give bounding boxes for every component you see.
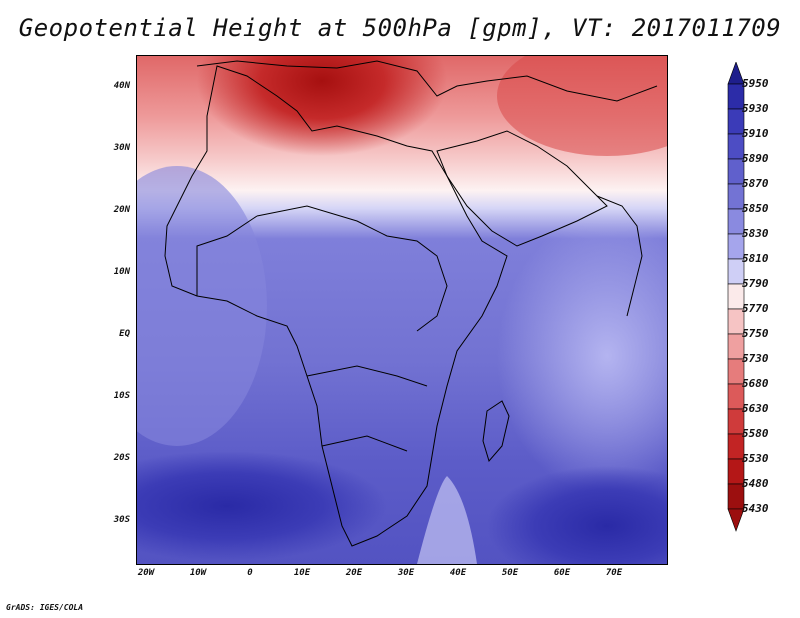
coastline-outlines [164, 60, 658, 547]
colorbar-level-label: 5830 [742, 227, 769, 240]
lon-label-30e: 30E [397, 568, 415, 578]
lat-label-20s: 20S [113, 453, 130, 463]
lat-label-30n: 30N [113, 143, 130, 153]
lon-label-40e: 40E [449, 568, 467, 578]
lon-label-20w: 20W [137, 568, 155, 578]
colorbar-level-label: 5890 [742, 152, 769, 165]
colorbar-level-label: 5730 [742, 352, 769, 365]
colorbar-level-label: 5810 [742, 252, 769, 265]
colorbar-level-label: 5630 [742, 402, 769, 415]
colorbar-level-label: 5910 [742, 127, 769, 140]
lon-label-10w: 10W [189, 568, 207, 578]
lon-label-20e: 20E [345, 568, 363, 578]
colorbar-level-label: 5580 [742, 427, 769, 440]
colorbar-level-label: 5430 [742, 502, 769, 515]
colorbar-level-label: 5750 [742, 327, 769, 340]
colorbar-level-label: 5870 [742, 177, 769, 190]
lon-label-60e: 60E [553, 568, 571, 578]
colorbar-level-label: 5950 [742, 77, 769, 90]
lat-label-eq: EQ [119, 329, 130, 339]
colorbar-level-label: 5930 [742, 102, 769, 115]
map-title: Geopotential Height at 500hPa [gpm], VT:… [18, 14, 782, 42]
colorbar-level-label: 5480 [742, 477, 769, 490]
colorbar-level-label: 5530 [742, 452, 769, 465]
geopotential-field [137, 56, 667, 564]
lat-label-10n: 10N [113, 267, 130, 277]
map-plot-area[interactable] [136, 55, 668, 565]
colorbar-level-label: 5680 [742, 377, 769, 390]
lon-label-70e: 70E [605, 568, 623, 578]
colorbar-level-label: 5770 [742, 302, 769, 315]
colorbar-level-label: 5790 [742, 277, 769, 290]
lon-label-0: 0 [247, 568, 253, 578]
lon-label-10e: 10E [293, 568, 311, 578]
colorbar-level-label: 5850 [742, 202, 769, 215]
lon-label-50e: 50E [501, 568, 519, 578]
lat-label-10s: 10S [113, 391, 130, 401]
lat-label-20n: 20N [113, 205, 130, 215]
colorbar [727, 62, 745, 532]
grads-credit: GrADS: IGES/COLA [6, 603, 84, 612]
colorbar-bottom-arrow [727, 508, 745, 532]
lat-label-30s: 30S [113, 515, 130, 525]
lat-label-40n: 40N [113, 81, 130, 91]
